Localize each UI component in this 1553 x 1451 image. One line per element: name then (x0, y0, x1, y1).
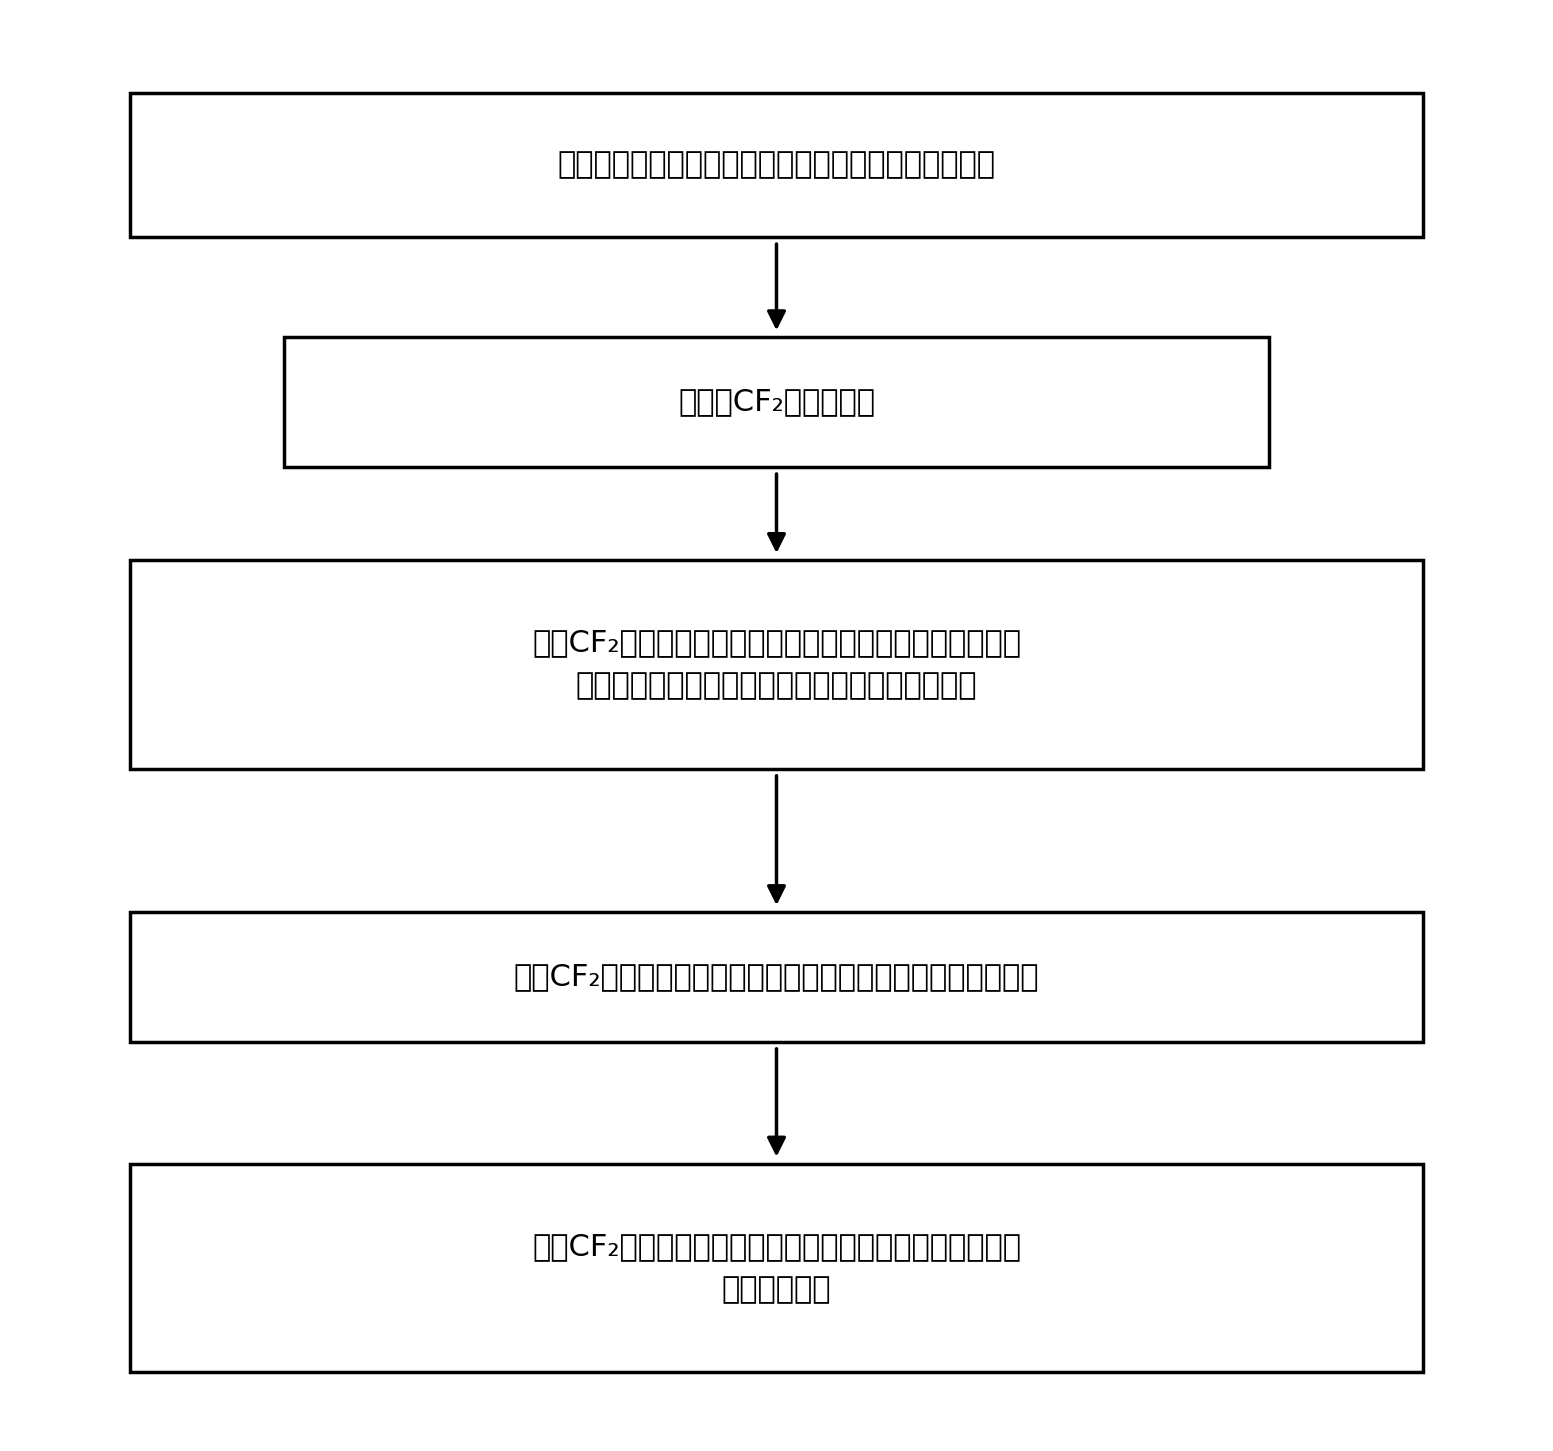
FancyBboxPatch shape (130, 913, 1423, 1042)
Text: 根据CF₂的光谱信号强度和刻蚀腔内壁淀积的聚合物厚度的
线性关系确定当前刻蚀腔内壁淀积的聚合物的厚度: 根据CF₂的光谱信号强度和刻蚀腔内壁淀积的聚合物厚度的 线性关系确定当前刻蚀腔内… (533, 628, 1020, 701)
FancyBboxPatch shape (130, 93, 1423, 237)
FancyBboxPatch shape (130, 560, 1423, 769)
FancyBboxPatch shape (130, 1164, 1423, 1373)
Text: 根据CF₂的光谱信号强度和关键尺寸的线性关系确定当前晶
圆的关键尺寸: 根据CF₂的光谱信号强度和关键尺寸的线性关系确定当前晶 圆的关键尺寸 (533, 1232, 1020, 1304)
Text: 筛选出CF₂的光谱信号: 筛选出CF₂的光谱信号 (679, 387, 874, 416)
Text: 光学发射光谱采集设备实时采集各元素光谱信号的强度: 光学发射光谱采集设备实时采集各元素光谱信号的强度 (558, 151, 995, 180)
FancyBboxPatch shape (284, 338, 1269, 467)
Text: 根据CF₂的光谱信号强度和刻蚀速率的线性关系确定当前的速率: 根据CF₂的光谱信号强度和刻蚀速率的线性关系确定当前的速率 (514, 962, 1039, 991)
